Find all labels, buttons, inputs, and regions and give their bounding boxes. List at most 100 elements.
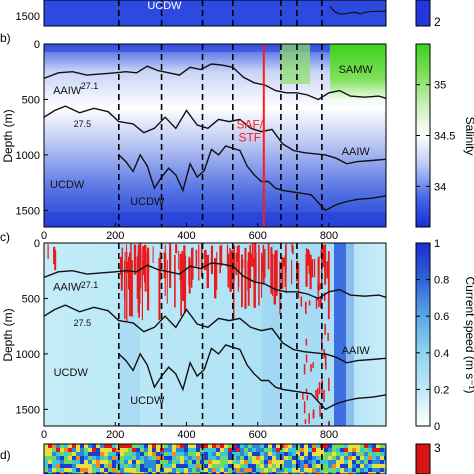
heatmap-cell [212,444,216,448]
speed-spike [200,243,203,277]
speed-spike [244,247,247,309]
heatmap-cell [236,460,240,464]
heatmap-cell [348,448,352,452]
colorbar-tick-label: 1 [434,238,440,250]
heatmap-cell [252,456,256,460]
heatmap-cell [184,456,188,460]
speed-spike [327,332,329,341]
heatmap-cell [176,456,180,460]
heatmap-cell [224,464,228,468]
heatmap-cell [172,444,176,448]
x-tick-label: 600 [249,230,267,242]
heatmap-cell [284,456,288,460]
heatmap-cell [232,464,236,468]
heatmap-cell [140,456,144,460]
heatmap-cell [136,460,140,464]
heatmap-cell [352,452,356,456]
heatmap-cell [56,448,60,452]
heatmap-cell [364,468,368,472]
speed-spike [312,411,315,418]
isopycnal-contour [44,63,386,101]
heatmap-cell [112,468,116,472]
heatmap-cell [232,472,236,474]
speed-spike [305,338,308,346]
heatmap-cell [116,468,120,472]
heatmap-cell [172,452,176,456]
speed-spike [328,377,330,392]
heatmap-cell [120,460,124,464]
heatmap-cell [312,468,316,472]
heatmap-cell [272,472,276,474]
speed-spike [285,244,287,273]
heatmap-cell [248,472,252,474]
speed-spike [324,292,326,301]
heatmap-cell [356,460,360,464]
heatmap-cell [220,472,224,474]
heatmap-cell [308,456,312,460]
water-mass-label: AAIW [342,146,371,158]
heatmap-cell [272,468,276,472]
heatmap-cell [64,464,68,468]
speed-spike [308,413,310,424]
heatmap-cell [332,456,336,460]
speed-spike [305,388,308,393]
heatmap-cell [156,464,160,468]
heatmap-cell [328,472,332,474]
speed-spike [195,249,198,267]
heatmap-cell [256,468,260,472]
heatmap-cell [128,468,132,472]
heatmap-cell [380,448,384,452]
heatmap-cell [64,472,68,474]
heatmap-cell [160,472,164,474]
heatmap-cell [372,452,376,456]
panel-c-water-mass-labels: AAIW UCDW UCDW AAIW [53,282,370,407]
heatmap-cell [332,472,336,474]
speed-spike [235,252,238,276]
heatmap-cell [384,456,386,460]
colorbar-tick-label: 34.5 [434,131,455,143]
panel-c-contours: 27.1 27.5 [44,262,386,411]
heatmap-cell [372,464,376,468]
heatmap-cell [288,468,292,472]
heatmap-cell [220,452,224,456]
heatmap-cell [376,472,380,474]
speed-spike [272,253,274,297]
heatmap-cell [164,448,168,452]
heatmap-cell [272,464,276,468]
heatmap-cell [340,460,344,464]
heatmap-cell [56,472,60,474]
colorbar-tick-label: 34 [434,181,446,193]
heatmap-cell [156,460,160,464]
speed-spike [206,254,209,289]
heatmap-cell [384,444,386,448]
heatmap-cell [324,464,328,468]
heatmap-cell [356,464,360,468]
contour-label: 27.1 [81,81,99,91]
panel-b-ylabel: Depth (m) [1,109,15,162]
heatmap-cell [332,464,336,468]
heatmap-cell [68,472,72,474]
panel-b-surface-fresh-band [44,44,386,52]
heatmap-cell [336,468,340,472]
heatmap-cell [144,448,148,452]
heatmap-cell [236,444,240,448]
heatmap-cell [268,464,272,468]
heatmap-cell [260,448,264,452]
speed-spike [181,251,184,272]
heatmap-cell [120,448,124,452]
speed-spike [54,250,57,271]
heatmap-cell [72,472,76,474]
speed-spike [198,244,200,281]
heatmap-cell [116,444,120,448]
speed-spike [308,250,310,274]
heatmap-cell [252,468,256,472]
heatmap-cell [56,460,60,464]
heatmap-cell [300,468,304,472]
heatmap-cell [72,456,76,460]
speed-spike [324,244,327,285]
panel-b: (b) 27.127.5 SAF/ STF AAIWUCDWUCDWSAMWAA… [0,31,474,242]
speed-spike [319,411,321,417]
speed-spike [254,243,257,283]
heatmap-cell [196,468,200,472]
heatmap-cell [52,472,56,474]
